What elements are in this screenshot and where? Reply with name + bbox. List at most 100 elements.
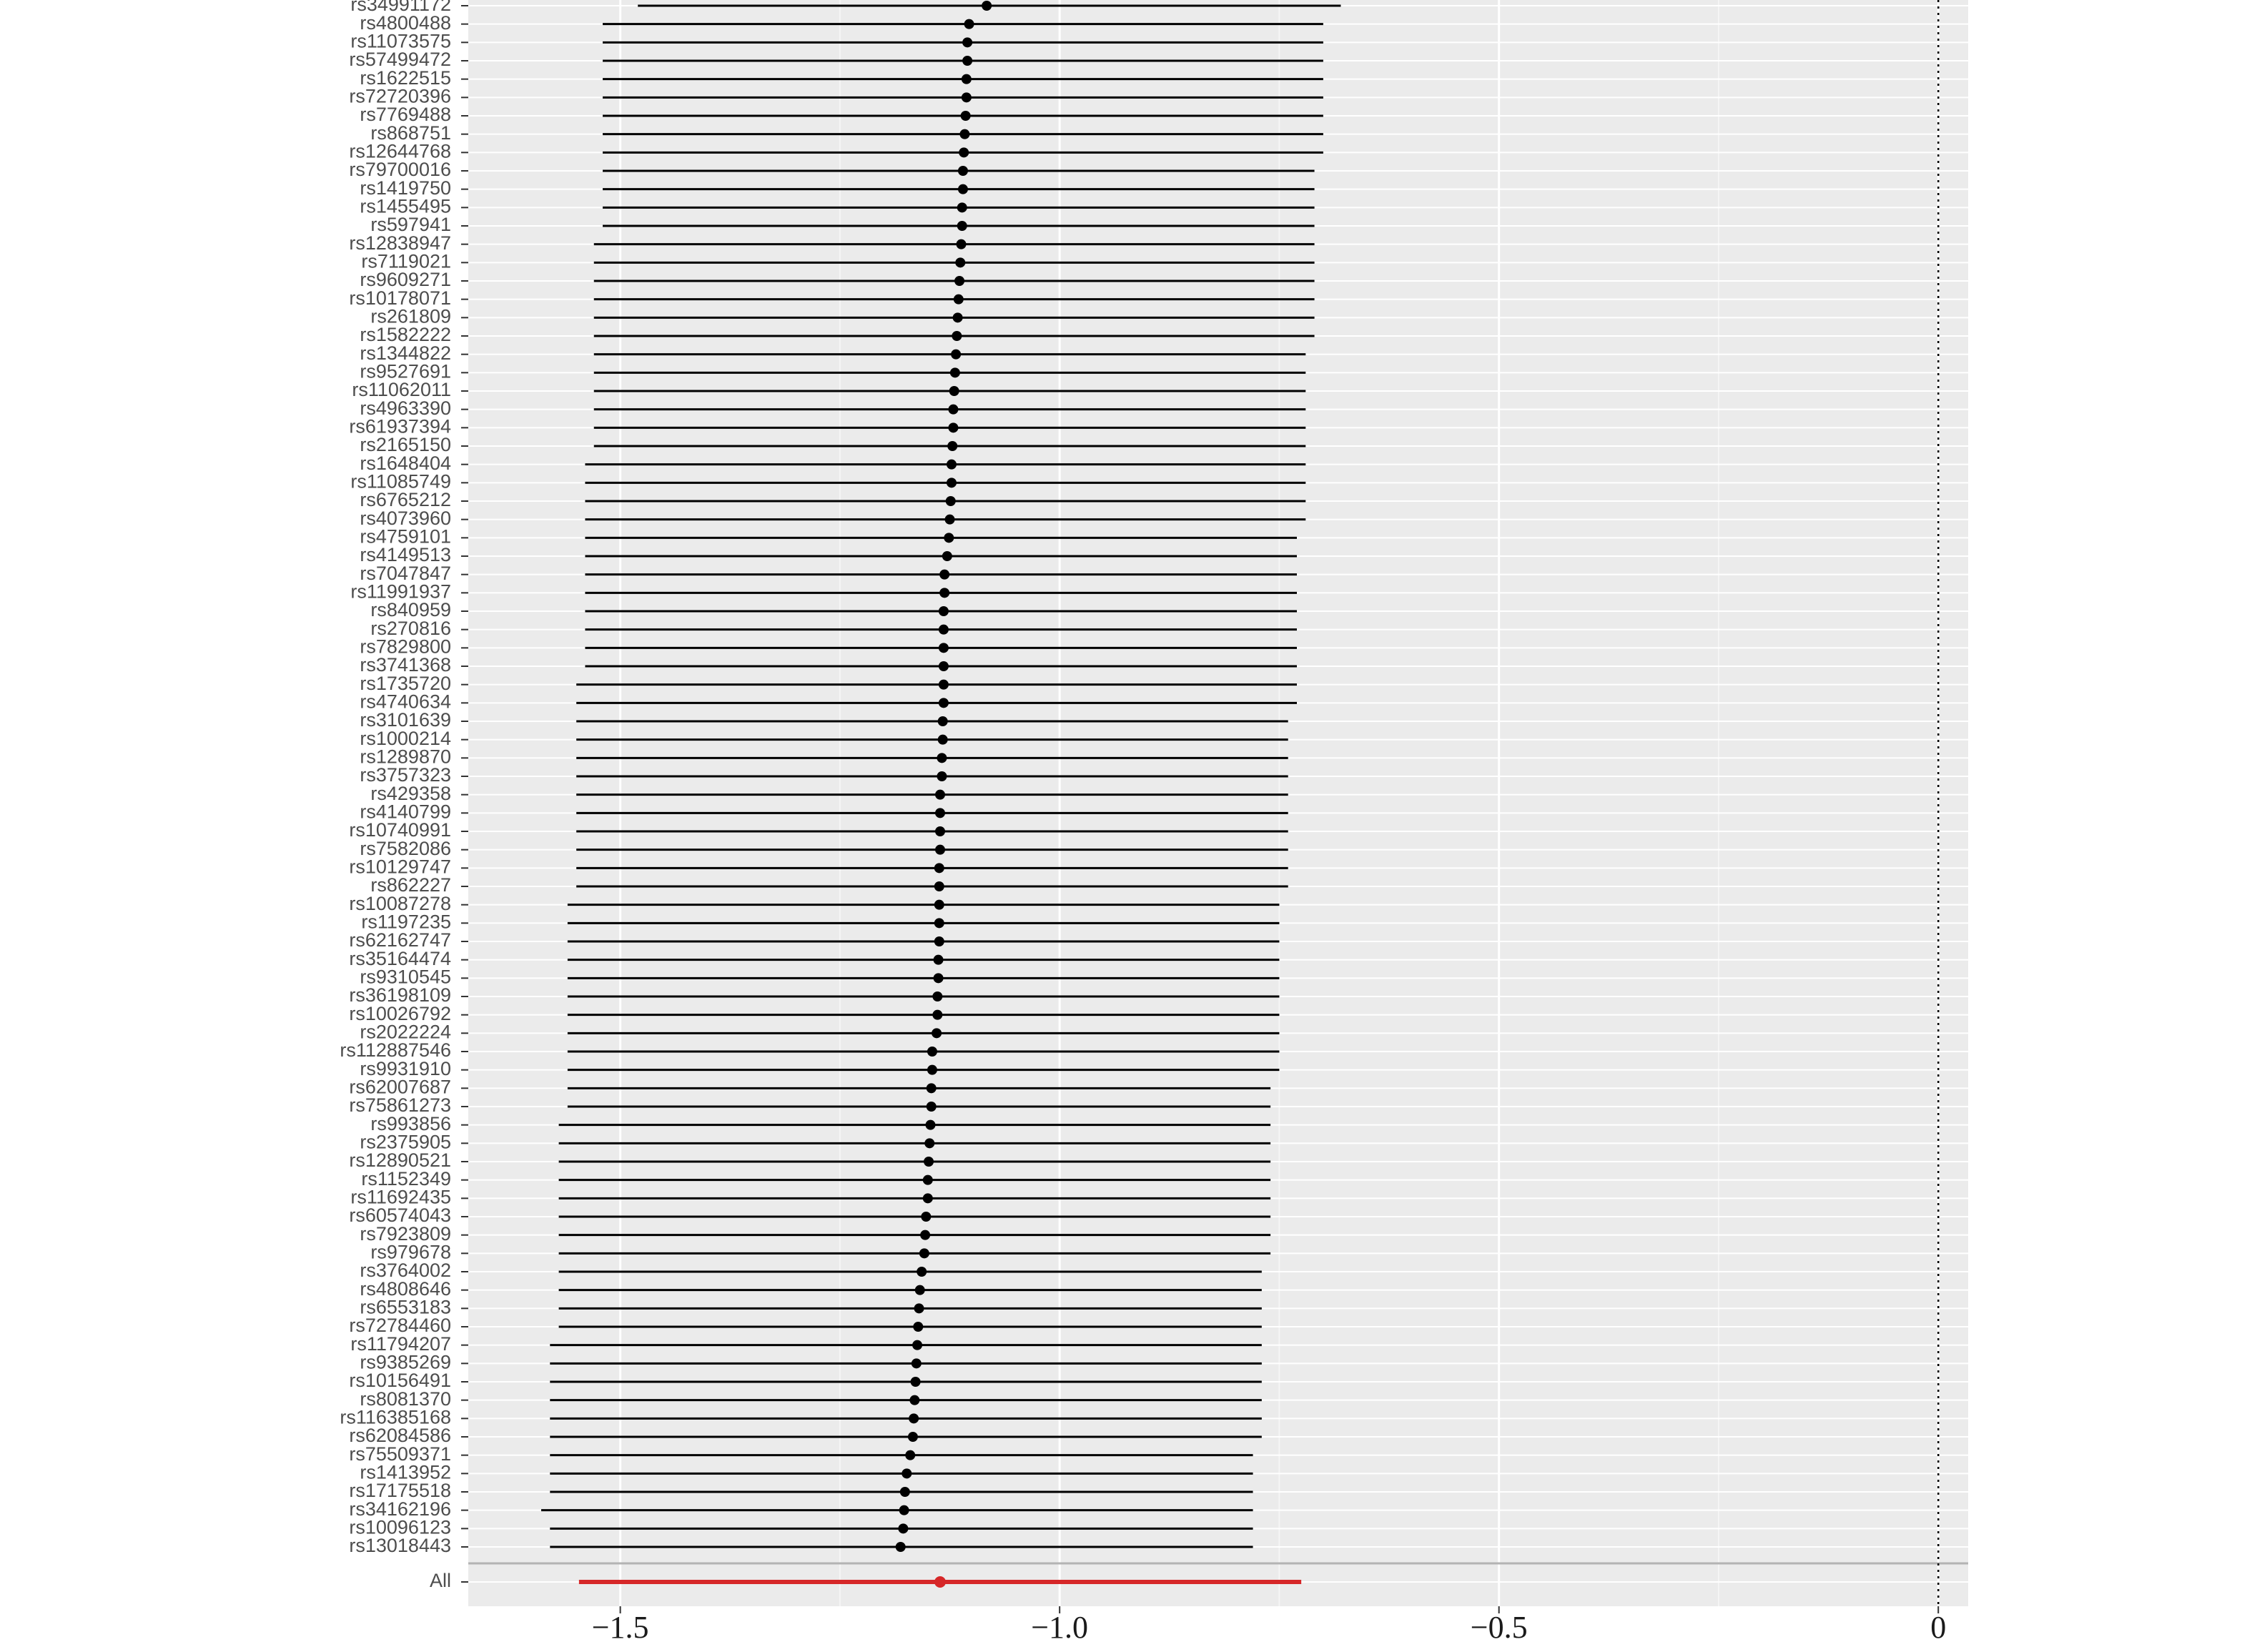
estimate-point xyxy=(951,349,962,360)
estimate-point xyxy=(942,551,952,561)
y-tick-label: rs1413952 xyxy=(360,1461,451,1483)
x-tick-label: −0.5 xyxy=(1471,1610,1528,1645)
y-tick-label: rs75509371 xyxy=(349,1443,451,1465)
estimate-point xyxy=(946,459,957,470)
y-tick-label: rs112887546 xyxy=(340,1039,451,1061)
y-tick-label: rs4073960 xyxy=(360,508,451,529)
y-tick-label: rs4800488 xyxy=(360,12,451,34)
estimate-point xyxy=(938,679,949,690)
y-tick-label: rs61937394 xyxy=(349,415,451,437)
estimate-point xyxy=(924,1138,935,1149)
estimate-point xyxy=(895,1542,906,1552)
y-tick-label: rs36198109 xyxy=(349,984,451,1006)
y-tick-label: rs1344822 xyxy=(360,342,451,364)
estimate-point xyxy=(905,1450,916,1460)
estimate-point xyxy=(920,1230,931,1240)
y-tick-label: rs10096123 xyxy=(349,1516,451,1538)
y-tick-label: rs4140799 xyxy=(360,801,451,822)
y-tick-label: rs9385269 xyxy=(360,1351,451,1372)
y-tick-label: rs35164474 xyxy=(349,948,451,969)
estimate-point xyxy=(913,1322,924,1332)
y-tick-label: rs10026792 xyxy=(349,1003,451,1024)
y-tick-label: rs1455495 xyxy=(360,195,451,217)
y-tick-label: rs1582222 xyxy=(360,324,451,345)
y-tick-label: rs3101639 xyxy=(360,709,451,731)
estimate-point xyxy=(935,789,946,800)
y-tick-label: rs2375905 xyxy=(360,1131,451,1152)
estimate-point xyxy=(899,1505,909,1515)
y-tick-label: rs7047847 xyxy=(360,563,451,584)
estimate-point xyxy=(938,698,949,708)
y-tick-label: rs597941 xyxy=(370,214,451,235)
estimate-point xyxy=(952,312,963,323)
estimate-point xyxy=(909,1395,920,1405)
estimate-point xyxy=(937,771,947,781)
estimate-point xyxy=(937,716,948,726)
summary-point xyxy=(934,1576,947,1588)
y-tick-label: rs10129747 xyxy=(349,856,451,877)
estimate-point xyxy=(957,202,967,213)
y-tick-label: rs72720396 xyxy=(349,85,451,107)
estimate-point xyxy=(924,1157,934,1167)
estimate-point xyxy=(957,221,967,231)
y-tick-label: rs72784460 xyxy=(349,1315,451,1336)
estimate-point xyxy=(935,826,946,836)
estimate-point xyxy=(922,1193,933,1204)
estimate-point xyxy=(938,661,949,671)
y-tick-label: rs1622515 xyxy=(360,67,451,89)
estimate-point xyxy=(902,1468,912,1479)
estimate-point xyxy=(922,1174,933,1185)
y-tick-label: rs75861273 xyxy=(349,1094,451,1116)
y-tick-label: rs261809 xyxy=(370,305,451,327)
y-tick-label: rs10178071 xyxy=(349,287,451,309)
estimate-point xyxy=(949,367,960,378)
estimate-point xyxy=(956,239,967,249)
x-tick-label: −1.0 xyxy=(1031,1610,1088,1645)
y-tick-label: rs7119021 xyxy=(361,250,451,272)
y-tick-label: rs57499472 xyxy=(349,49,451,70)
estimate-point xyxy=(937,734,948,745)
estimate-point xyxy=(917,1267,927,1277)
y-tick-label: rs7923809 xyxy=(360,1223,451,1245)
y-tick-label: rs9931910 xyxy=(360,1058,451,1079)
y-tick-label: rs429358 xyxy=(370,783,451,804)
estimate-point xyxy=(959,129,970,139)
estimate-point xyxy=(932,1009,943,1020)
estimate-point xyxy=(949,386,959,396)
estimate-point xyxy=(899,1487,910,1497)
y-tick-label: rs60574043 xyxy=(349,1205,451,1226)
y-tick-label: rs11991937 xyxy=(350,580,451,602)
estimate-point xyxy=(938,606,949,616)
estimate-point xyxy=(933,954,944,965)
y-tick-label: rs10740991 xyxy=(349,819,451,841)
y-tick-label: rs34162196 xyxy=(349,1498,451,1520)
y-tick-label: rs840959 xyxy=(370,599,451,620)
estimate-point xyxy=(909,1413,919,1424)
y-tick-label: rs12644768 xyxy=(349,140,451,162)
y-tick-label: rs1152349 xyxy=(361,1168,451,1189)
y-tick-label: rs62084586 xyxy=(349,1425,451,1446)
y-tick-label: rs6553183 xyxy=(360,1296,451,1317)
estimate-point xyxy=(944,514,955,525)
estimate-point xyxy=(932,991,943,1001)
x-tick-label: 0 xyxy=(1930,1610,1946,1645)
y-tick-label: rs10156491 xyxy=(349,1370,451,1391)
estimate-point xyxy=(946,478,957,488)
estimate-point xyxy=(934,881,944,891)
estimate-point xyxy=(934,863,944,874)
estimate-point xyxy=(948,422,959,433)
y-tick-label: rs9310545 xyxy=(360,966,451,987)
estimate-point xyxy=(935,808,946,818)
estimate-point xyxy=(898,1523,909,1534)
y-tick-label: rs4740634 xyxy=(360,691,451,712)
y-tick-label: rs4808646 xyxy=(360,1278,451,1300)
estimate-point xyxy=(926,1102,937,1112)
panel xyxy=(468,0,1968,1606)
estimate-point xyxy=(953,294,964,305)
estimate-point xyxy=(911,1358,922,1369)
estimate-point xyxy=(962,56,973,66)
y-tick-label: rs6765212 xyxy=(360,489,451,510)
estimate-point xyxy=(938,624,949,635)
y-tick-label: rs1419750 xyxy=(360,177,451,199)
